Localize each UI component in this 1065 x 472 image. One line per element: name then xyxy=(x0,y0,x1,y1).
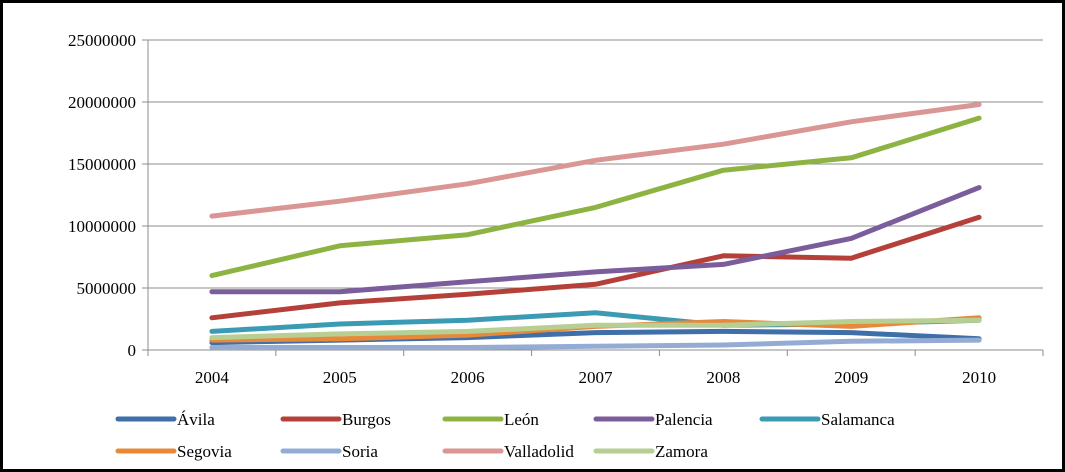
x-tick-label: 2004 xyxy=(195,368,230,387)
legend-label: Burgos xyxy=(342,410,391,429)
legend-label: Soria xyxy=(342,442,378,461)
series-line-burgos xyxy=(209,214,982,321)
y-tick-label: 15000000 xyxy=(68,155,136,174)
legend: Ávila Burgos León Palencia Salamanca Segovia S… xyxy=(115,410,895,461)
x-tick-label: 2010 xyxy=(962,368,996,387)
series-line-zamora xyxy=(209,317,982,341)
series-line-valladolid xyxy=(209,102,982,219)
legend-label: Segovia xyxy=(177,442,232,461)
x-tick-label: 2009 xyxy=(834,368,868,387)
y-tick-label: 0 xyxy=(128,341,137,360)
x-tick-label: 2007 xyxy=(579,368,614,387)
y-tick-label: 10000000 xyxy=(68,217,136,236)
legend-label: Palencia xyxy=(655,410,713,429)
y-tick-label: 25000000 xyxy=(68,31,136,50)
x-tick-label: 2005 xyxy=(323,368,357,387)
y-tick-label: 20000000 xyxy=(68,93,136,112)
x-tick-label: 2006 xyxy=(451,368,485,387)
x-tick-label: 2008 xyxy=(706,368,740,387)
legend-label: Salamanca xyxy=(821,410,895,429)
y-tick-labels: 0 5000000 10000000 15000000 20000000 25000000 xyxy=(68,31,136,360)
legend-label: Zamora xyxy=(655,442,708,461)
series-lines xyxy=(209,102,982,350)
series-line-soria xyxy=(209,337,982,350)
y-tick-label: 5000000 xyxy=(77,279,137,298)
x-tick-labels: 2004 2005 2006 2007 2008 2009 2010 xyxy=(195,368,996,387)
legend-label: Valladolid xyxy=(504,442,574,461)
legend-label: León xyxy=(504,410,539,429)
gridlines xyxy=(148,39,1043,289)
series-line-leon xyxy=(209,115,982,279)
legend-label: Ávila xyxy=(177,410,215,429)
series-line-palencia xyxy=(209,185,982,295)
